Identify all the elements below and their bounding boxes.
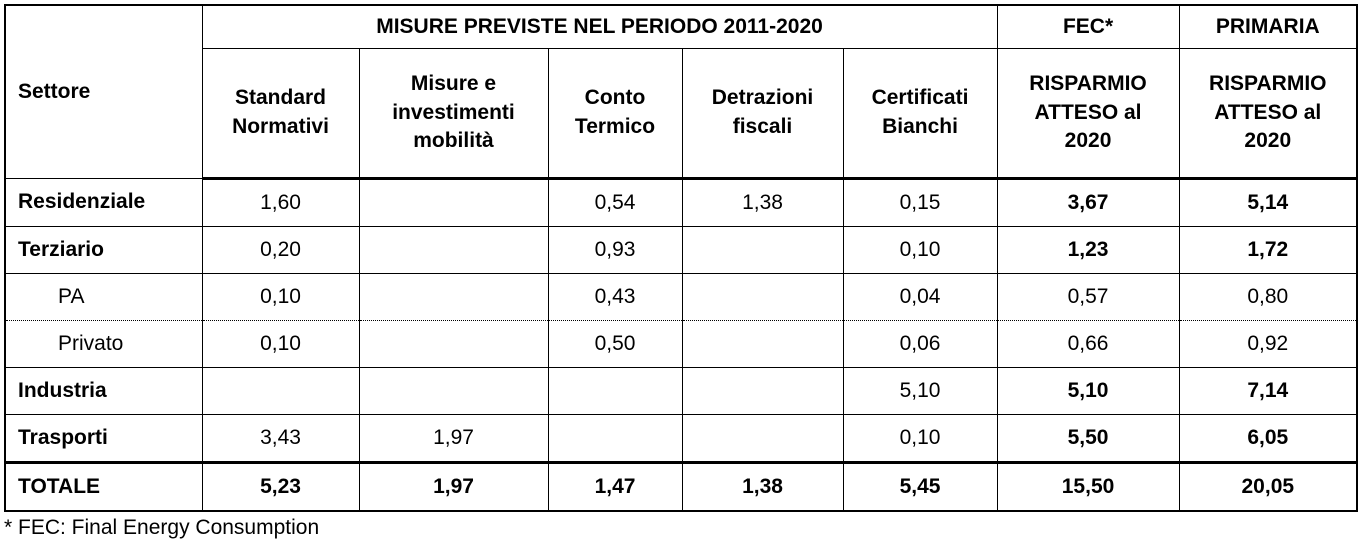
table-cell: 1,60	[201, 178, 360, 227]
header-cell: PRIMARIA	[1178, 5, 1358, 49]
table-row: Trasporti 3,43 1,97 0,10 5,50 6,05	[4, 414, 1358, 463]
header-cell: MISURE PREVISTE NEL PERIODO 2011-2020	[201, 5, 998, 49]
row-label: Industria	[4, 367, 203, 415]
table-cell: 0,10	[842, 414, 998, 463]
table-cell: 1,38	[681, 461, 844, 512]
table-cell: 7,14	[1178, 367, 1358, 415]
table-cell: 0,54	[547, 178, 683, 227]
table-cell: 1,23	[996, 226, 1180, 274]
table-cell: 5,23	[201, 461, 360, 512]
table-cell: 5,50	[996, 414, 1180, 463]
header-cell: FEC*	[996, 5, 1180, 49]
table-cell: 1,97	[358, 461, 549, 512]
table-cell	[201, 367, 360, 415]
table-cell	[681, 226, 844, 274]
table-cell: 5,10	[842, 367, 998, 415]
row-label: Residenziale	[4, 178, 203, 227]
table-cell: 6,05	[1178, 414, 1358, 463]
table-cell	[358, 178, 549, 227]
table-cell	[547, 414, 683, 463]
table-cell: 3,43	[201, 414, 360, 463]
header-text: RISPARMIO ATTESO al 2020	[1209, 71, 1327, 153]
table-cell	[681, 367, 844, 415]
header-cell: Certificati Bianchi	[842, 48, 998, 180]
table-row: Privato 0,10 0,50 0,06 0,66 0,92	[4, 320, 1358, 368]
header-row: Settore MISURE PREVISTE NEL PERIODO 2011…	[4, 5, 1358, 179]
header-cell: Misure e investimenti mobilità	[358, 48, 549, 180]
table-cell: 5,45	[842, 461, 998, 512]
header-cell: Conto Termico	[547, 48, 683, 180]
table-cell	[681, 273, 844, 321]
header-cell: Standard Normativi	[201, 48, 360, 180]
table-row: TOTALE 5,23 1,97 1,47 1,38 5,45 15,50 20,05	[4, 461, 1358, 512]
table-cell	[358, 273, 549, 321]
table-cell: 15,50	[996, 461, 1180, 512]
table-cell	[358, 320, 549, 368]
table-cell: 0,92	[1178, 320, 1358, 368]
table-cell	[547, 367, 683, 415]
row-label: PA	[4, 273, 203, 321]
header-text: Certificati Bianchi	[871, 86, 969, 138]
table-cell: 1,72	[1178, 226, 1358, 274]
table-cell: 1,38	[681, 178, 844, 227]
table-cell	[358, 226, 549, 274]
table-row: Residenziale 1,60 0,54 1,38 0,15 3,67 5,14	[4, 178, 1358, 227]
table-cell: 0,10	[201, 320, 360, 368]
table-cell: 0,93	[547, 226, 683, 274]
header-cell: Detrazioni fiscali	[681, 48, 844, 180]
table-cell: 0,57	[996, 273, 1180, 321]
table-cell: 3,67	[996, 178, 1180, 227]
header-row: Standard Normativi Misure e investimenti …	[5, 48, 1358, 180]
energy-table: Settore MISURE PREVISTE NEL PERIODO 2011…	[4, 4, 1359, 512]
table-row: Terziario 0,20 0,93 0,10 1,23 1,72	[4, 226, 1358, 274]
table-cell: 0,04	[842, 273, 998, 321]
header-cell: RISPARMIO ATTESO al 2020	[996, 48, 1180, 180]
table-cell: 0,66	[996, 320, 1180, 368]
table-cell: 0,06	[842, 320, 998, 368]
table-cell	[358, 367, 549, 415]
table-cell	[681, 320, 844, 368]
table-cell: 0,50	[547, 320, 683, 368]
table-cell: 20,05	[1178, 461, 1358, 512]
header-text: RISPARMIO ATTESO al 2020	[1029, 71, 1147, 153]
table-cell: 5,14	[1178, 178, 1358, 227]
header-text: Misure e investimenti mobilità	[392, 71, 515, 153]
footnote: * FEC: Final Energy Consumption	[4, 516, 320, 539]
table-cell	[681, 414, 844, 463]
table-cell: 1,47	[547, 461, 683, 512]
table-row: PA 0,10 0,43 0,04 0,57 0,80	[4, 273, 1358, 321]
header-text: Standard Normativi	[232, 86, 329, 138]
header-text: Conto Termico	[574, 86, 656, 138]
header-cell: RISPARMIO ATTESO al 2020	[1178, 48, 1358, 180]
row-label: Privato	[4, 320, 203, 368]
table-cell: 1,97	[358, 414, 549, 463]
table-cell: 0,15	[842, 178, 998, 227]
header-text: Detrazioni fiscali	[711, 86, 814, 138]
table-cell: 0,80	[1178, 273, 1358, 321]
row-label: Terziario	[4, 226, 203, 274]
header-cell: Settore	[4, 5, 203, 179]
table-row: Industria 5,10 5,10 7,14	[4, 367, 1358, 415]
table-cell: 0,43	[547, 273, 683, 321]
table-cell: 5,10	[996, 367, 1180, 415]
table-cell: 0,10	[842, 226, 998, 274]
row-label: Trasporti	[4, 414, 203, 463]
table-cell: 0,10	[201, 273, 360, 321]
table-cell: 0,20	[201, 226, 360, 274]
row-label: TOTALE	[4, 461, 203, 512]
